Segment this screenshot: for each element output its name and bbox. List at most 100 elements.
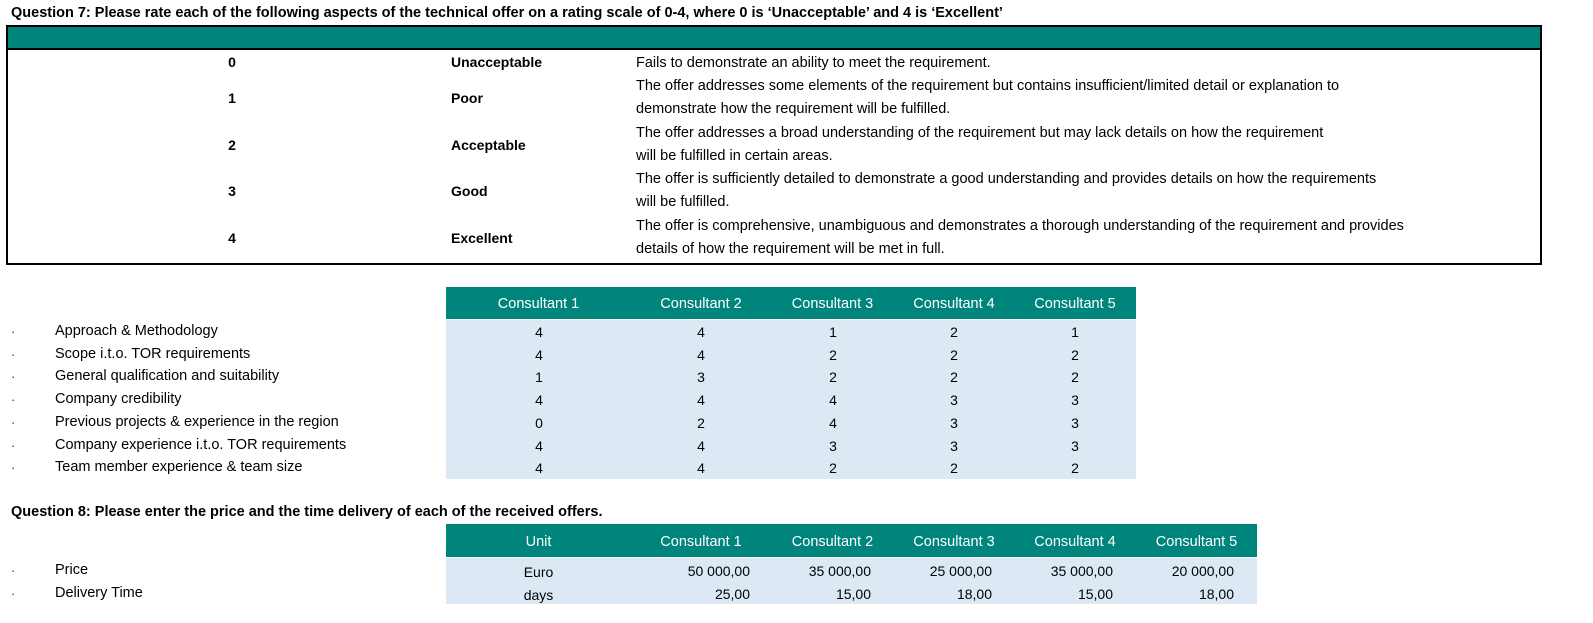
- ratings-table-body: [446, 320, 1136, 479]
- rating-cell[interactable]: 0: [535, 415, 543, 431]
- value-cell[interactable]: 18,00: [956, 586, 992, 602]
- value-cell[interactable]: 25 000,00: [929, 563, 992, 579]
- value-cell[interactable]: 15,00: [835, 586, 871, 602]
- rating-name: Unacceptable: [451, 54, 543, 70]
- rating-description: The offer is comprehensive, unambiguous …: [636, 218, 1404, 257]
- value-cell[interactable]: 35 000,00: [808, 563, 871, 579]
- column-header: Consultant 2: [660, 296, 742, 312]
- column-header: Consultant 1: [660, 534, 742, 550]
- rating-description: The offer addresses some elements of the…: [636, 78, 1340, 117]
- column-header: Consultant 4: [913, 296, 995, 312]
- rating-score: 1: [228, 90, 236, 106]
- question-8-title: Question 8: Please enter the price and t…: [11, 504, 603, 520]
- offer-attribute-label: Price: [55, 562, 89, 578]
- rating-cell[interactable]: 2: [1071, 347, 1079, 363]
- rating-scale-row: 3 Good The offer is sufficiently detaile…: [8, 168, 1540, 214]
- aspect-label: Scope i.t.o. TOR requirements: [55, 346, 251, 362]
- aspect-label: Team member experience & team size: [55, 459, 303, 475]
- value-cell[interactable]: 15,00: [1077, 586, 1113, 602]
- rating-cell[interactable]: 4: [697, 460, 705, 476]
- rating-cell[interactable]: 3: [950, 392, 958, 408]
- bullet-marker: ·: [11, 392, 16, 407]
- aspect-label: Company credibility: [55, 391, 182, 407]
- rating-cell[interactable]: 3: [950, 415, 958, 431]
- bullet-marker: ·: [11, 438, 16, 453]
- bullet-marker: ·: [11, 460, 16, 475]
- rating-name: Good: [451, 183, 488, 199]
- column-header: Consultant 3: [913, 534, 995, 550]
- rating-score: 0: [228, 54, 236, 70]
- rating-scale-table: 0 Unacceptable Fails to demonstrate an a…: [6, 25, 1542, 265]
- rating-cell[interactable]: 2: [950, 347, 958, 363]
- rating-cell[interactable]: 3: [697, 369, 705, 385]
- rating-cell[interactable]: 2: [829, 347, 837, 363]
- value-cell[interactable]: 35 000,00: [1050, 563, 1113, 579]
- rating-scale-row: 0 Unacceptable Fails to demonstrate an a…: [8, 49, 1540, 75]
- question-7-title: Question 7: Please rate each of the foll…: [11, 5, 1003, 21]
- rating-score: 2: [228, 137, 236, 153]
- rating-score: 3: [228, 183, 236, 199]
- rating-cell[interactable]: 4: [697, 438, 705, 454]
- rating-scale-row: 2 Acceptable The offer addresses a broad…: [8, 122, 1540, 168]
- rating-description: The offer addresses a broad understandin…: [636, 125, 1324, 164]
- rating-cell[interactable]: 4: [535, 460, 543, 476]
- rating-cell[interactable]: 3: [1071, 438, 1079, 454]
- aspect-label: General qualification and suitability: [55, 368, 280, 384]
- bullet-marker: ·: [11, 415, 16, 430]
- rating-cell[interactable]: 1: [535, 369, 543, 385]
- offer-attribute-label: Delivery Time: [55, 585, 143, 601]
- rating-cell[interactable]: 3: [829, 438, 837, 454]
- rating-cell[interactable]: 1: [1071, 324, 1079, 340]
- rating-cell[interactable]: 2: [950, 460, 958, 476]
- rating-cell[interactable]: 4: [535, 392, 543, 408]
- rating-cell[interactable]: 3: [1071, 392, 1079, 408]
- rating-cell[interactable]: 4: [697, 324, 705, 340]
- price-table-header: Unit Consultant 1 Consultant 2 Consultan…: [446, 524, 1257, 557]
- rating-cell[interactable]: 3: [950, 438, 958, 454]
- rating-scale-row: 4 Excellent The offer is comprehensive, …: [8, 215, 1540, 261]
- column-header: Consultant 1: [497, 296, 580, 312]
- column-header: Consultant 3: [791, 296, 874, 312]
- column-header: Consultant 5: [1034, 296, 1116, 312]
- rating-cell[interactable]: 2: [950, 369, 958, 385]
- bullet-marker: ·: [11, 563, 16, 578]
- rating-cell[interactable]: 1: [829, 324, 837, 340]
- value-cell[interactable]: 50 000,00: [687, 563, 750, 579]
- unit-cell[interactable]: days: [523, 587, 554, 603]
- column-header: Unit: [525, 534, 552, 550]
- rating-cell[interactable]: 4: [829, 415, 837, 431]
- rating-description: The offer is sufficiently detailed to de…: [636, 171, 1377, 210]
- rating-cell[interactable]: 2: [829, 369, 837, 385]
- rating-cell[interactable]: 4: [535, 438, 543, 454]
- rating-cell[interactable]: 4: [697, 392, 705, 408]
- bullet-marker: ·: [11, 369, 16, 384]
- rating-description: Fails to demonstrate an ability to meet …: [636, 55, 991, 71]
- rating-cell[interactable]: 4: [535, 324, 543, 340]
- rating-cell[interactable]: 2: [1071, 369, 1079, 385]
- rating-name: Acceptable: [451, 137, 526, 153]
- bullet-marker: ·: [11, 324, 16, 339]
- rating-cell[interactable]: 4: [535, 347, 543, 363]
- column-header: Consultant 2: [791, 534, 874, 550]
- rating-cell[interactable]: 3: [1071, 415, 1079, 431]
- rating-score: 4: [228, 230, 236, 246]
- rating-cell[interactable]: 2: [697, 415, 705, 431]
- bullet-marker: ·: [11, 586, 16, 601]
- rating-cell[interactable]: 2: [1071, 460, 1079, 476]
- rating-scale-header-bar: [8, 27, 1540, 50]
- rating-scale-row: 1 Poor The offer addresses some elements…: [8, 75, 1540, 121]
- value-cell[interactable]: 20 000,00: [1171, 563, 1234, 579]
- rating-name: Excellent: [451, 230, 513, 246]
- rating-cell[interactable]: 4: [829, 392, 837, 408]
- rating-cell[interactable]: 4: [697, 347, 705, 363]
- value-cell[interactable]: 18,00: [1198, 586, 1234, 602]
- column-header: Consultant 4: [1034, 534, 1116, 550]
- rating-cell[interactable]: 2: [950, 324, 958, 340]
- value-cell[interactable]: 25,00: [714, 586, 750, 602]
- column-header: Consultant 5: [1155, 534, 1238, 550]
- rating-cell[interactable]: 2: [829, 460, 837, 476]
- bullet-marker: ·: [11, 347, 16, 362]
- aspect-label: Approach & Methodology: [55, 323, 218, 339]
- aspect-label: Company experience i.t.o. TOR requiremen…: [55, 437, 347, 453]
- unit-cell[interactable]: Euro: [523, 564, 554, 580]
